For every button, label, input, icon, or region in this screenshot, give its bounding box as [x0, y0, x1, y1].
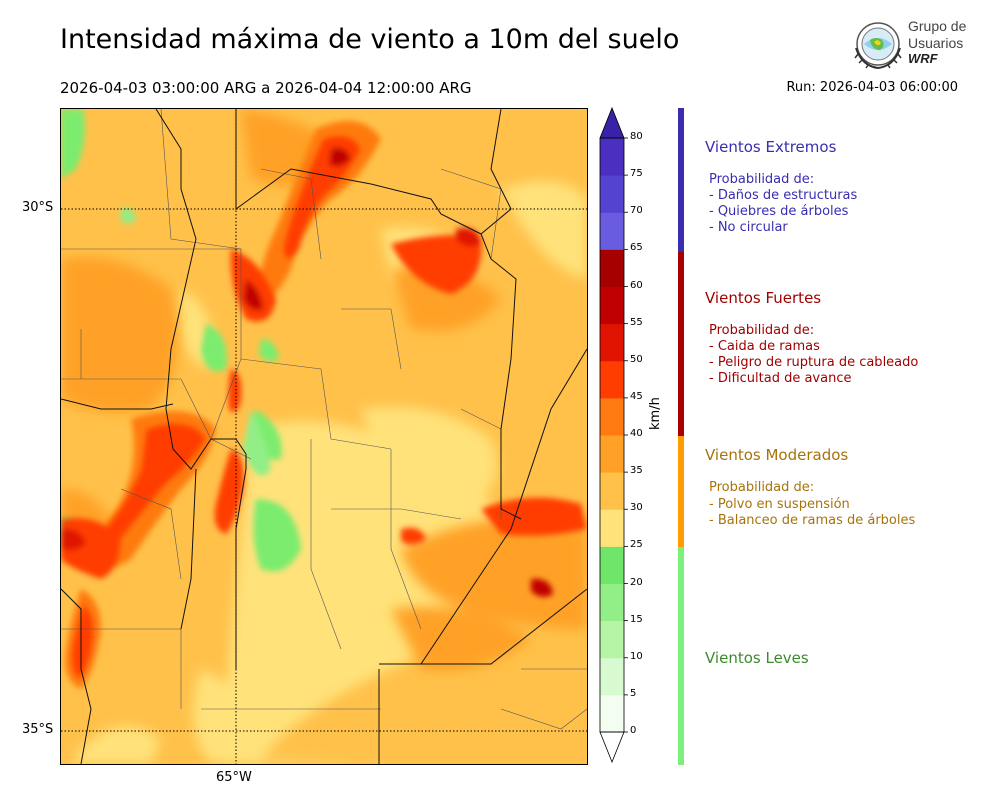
colorbar-segment	[600, 694, 624, 733]
legend-extreme-line: - No circular	[709, 220, 788, 235]
colorbar-segment	[600, 435, 624, 473]
lon-label-65w: 65°W	[216, 770, 252, 785]
colorbar-segment	[600, 286, 624, 325]
colorbar-segment	[600, 546, 624, 584]
legend-strong-line: - Caida de ramas	[709, 339, 820, 354]
colorbar-tick-label: 10	[630, 650, 643, 662]
colorbar-unit: km/h	[648, 397, 663, 430]
colorbar-segment	[600, 620, 624, 659]
map-title: Intensidad máxima de viento a 10m del su…	[60, 24, 680, 55]
strong-wind-areas	[61, 121, 587, 689]
legend-moderate-line: - Polvo en suspensión	[709, 497, 850, 512]
colorbar-segment	[600, 397, 624, 436]
legend-extreme-line: - Quiebres de árboles	[709, 204, 849, 219]
lat-label-35s: 35°S	[22, 722, 54, 737]
legend-moderate-title: Vientos Moderados	[705, 446, 849, 464]
colorbar-tick-label: 50	[630, 353, 643, 365]
colorbar-segment	[600, 323, 624, 362]
colorbar-tick-label: 60	[630, 279, 643, 291]
colorbar-tick-label: 75	[630, 168, 643, 180]
legend-extreme-line: - Daños de estructuras	[709, 188, 858, 203]
legend-light-title: Vientos Leves	[705, 649, 809, 667]
legend-strong-line: - Dificultad de avance	[709, 371, 852, 386]
colorbar-tick-label: 55	[630, 316, 643, 328]
colorbar-tick-label: 45	[630, 390, 643, 402]
wind-map	[60, 108, 588, 765]
colorbar	[599, 106, 628, 764]
colorbar-bottom-arrow	[599, 731, 625, 764]
run-time: Run: 2026-04-03 06:00:00	[786, 80, 958, 95]
legend-extreme-line: Probabilidad de:	[709, 172, 815, 187]
graticule	[61, 109, 587, 764]
colorbar-segment	[600, 249, 624, 287]
colorbar-tick-label: 35	[630, 465, 643, 477]
colorbar-tick-label: 20	[630, 576, 643, 588]
light-wind-areas	[71, 181, 587, 764]
colorbar-tick-label: 15	[630, 613, 643, 625]
legend-bar-strong	[678, 252, 684, 436]
colorbar-segment	[600, 472, 624, 510]
date-range: 2026-04-03 03:00:00 ARG a 2026-04-04 12:…	[60, 79, 472, 97]
colorbar-tick-label: 65	[630, 242, 643, 254]
legend-strong-line: Probabilidad de:	[709, 323, 815, 338]
legend-bar-light	[678, 547, 684, 765]
colorbar-tick-label: 80	[630, 131, 643, 142]
wind-map-svg	[61, 109, 587, 764]
globe-logo-icon	[854, 22, 902, 70]
colorbar-tick-label: 25	[630, 539, 643, 551]
colorbar-segment	[600, 583, 624, 622]
colorbar-tick-label: 0	[630, 725, 637, 736]
colorbar-segment	[600, 657, 624, 696]
colorbar-segment	[600, 212, 624, 250]
logo-text-line3: WRF	[908, 51, 938, 66]
legend-extreme-title: Vientos Extremos	[705, 138, 837, 156]
colorbar-segments	[600, 138, 624, 733]
legend-strong-line: - Peligro de ruptura de cableado	[709, 355, 919, 370]
colorbar-segment	[600, 175, 624, 213]
colorbar-tick-label: 70	[630, 205, 643, 217]
legend-strong-title: Vientos Fuertes	[705, 289, 822, 307]
logo-text-line1: Grupo de	[908, 18, 967, 34]
colorbar-tick-label: 30	[630, 502, 643, 514]
lat-label-30s: 30°S	[22, 200, 54, 215]
colorbar-ticks	[624, 137, 628, 733]
legend-bar-moderate	[678, 436, 684, 547]
legend-moderate-line: - Balanceo de ramas de árboles	[709, 513, 916, 528]
colorbar-segment	[600, 360, 624, 399]
colorbar-segment	[600, 138, 624, 176]
logo-text-line2: Usuarios	[908, 35, 964, 51]
colorbar-segment	[600, 509, 624, 547]
legend-color-bar	[678, 108, 684, 765]
department-borders	[61, 109, 587, 730]
legend-moderate-line: Probabilidad de:	[709, 480, 815, 495]
legend-bar-extreme	[678, 108, 684, 252]
colorbar-tick-label: 40	[630, 428, 643, 439]
colorbar-tick-label: 5	[630, 687, 637, 699]
colorbar-top-arrow	[599, 106, 625, 139]
